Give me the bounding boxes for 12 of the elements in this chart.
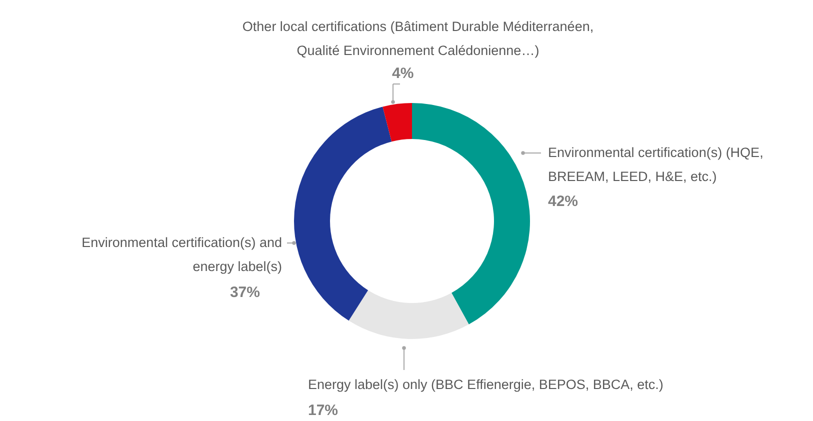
donut-slice [294, 106, 392, 321]
data-label: 37% [230, 284, 260, 301]
slice-label: Environmental certification(s) and energy label(s) [82, 235, 282, 274]
data-label: 4% [392, 65, 414, 82]
data-label: 42% [548, 193, 578, 210]
donut-slice [382, 103, 412, 142]
data-label: 17% [308, 402, 338, 419]
donut-slice [348, 290, 469, 339]
slice-label: Environmental certification(s) (HQE, BREEAM, LEED, H&E, etc.) [548, 145, 764, 184]
slice-label: Other local certifications (Bâtiment Durable Méditerranéen, Qualité Environnement Calédonienne…) [242, 19, 594, 58]
slice-label: Energy label(s) only (BBC Effienergie, BEPOS, BBCA, etc.) [308, 377, 664, 392]
donut-slice [412, 103, 530, 324]
